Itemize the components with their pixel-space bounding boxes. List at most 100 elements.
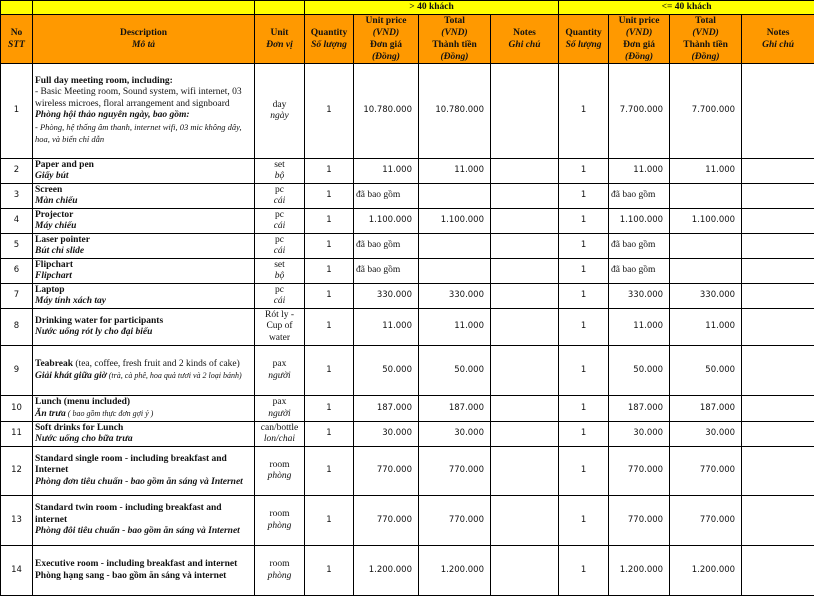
unit-en: pax [272, 359, 287, 369]
row-number: 3 [0, 183, 33, 209]
row-number: 14 [0, 545, 33, 596]
quantity-le40: 1 [558, 258, 610, 284]
unit-price-gt40: 770.000 [353, 446, 419, 496]
quantity-gt40: 1 [304, 183, 354, 209]
header-total-gt40-line: (Đồng) [440, 52, 469, 62]
unit-price-le40: 770.000 [608, 446, 671, 496]
total-gt40: 11.000 [418, 158, 491, 184]
header-notes-le40-line: Notes [766, 28, 790, 38]
total-gt40 [418, 258, 491, 284]
total-le40: 1.100.000 [669, 208, 743, 234]
description-en: Flipchart [35, 259, 73, 270]
total-le40: 7.700.000 [669, 63, 743, 159]
unit-vi: ngày [270, 111, 289, 121]
unit-price-le40: 30.000 [608, 421, 671, 447]
table-row: 3 Screen Màn chiếu pc cái 1 đã bao gồm 1 đã bao … [0, 183, 814, 209]
row-description: Standard twin room - including breakfast… [32, 495, 255, 546]
header-total-gt40-line: Thành tiền [432, 40, 477, 50]
unit-price-gt40: 10.780.000 [353, 63, 419, 159]
unit-vi: bộ [274, 171, 285, 181]
row-number: 10 [0, 395, 33, 422]
notes-gt40 [489, 308, 560, 346]
description-en: Executive room - including breakfast and… [35, 559, 238, 569]
table-row: 10 Lunch (menu included) Ăn trưa ( bao gồm… [0, 395, 814, 422]
unit-price-le40: 11.000 [608, 158, 671, 184]
unit-price-gt40: 1.100.000 [353, 208, 419, 234]
unit-price-le40: 50.000 [608, 345, 671, 396]
header-quantity-gt40-line: Số lượng [311, 40, 347, 50]
quantity-le40: 1 [558, 395, 610, 422]
description-vi: Màn chiếu [35, 196, 78, 206]
notes-le40 [741, 233, 814, 259]
header-total-le40-line: Thành tiền [683, 40, 728, 50]
header-unit-price-le40-line: Unit price [618, 16, 660, 26]
description-vi: Phòng hạng sang - bao gồm ăn sáng và int… [35, 570, 227, 581]
header-notes-gt40-line: Ghi chú [508, 40, 541, 50]
quantity-gt40: 1 [304, 158, 354, 184]
header-no: No STT [0, 14, 33, 64]
row-number: 1 [0, 63, 33, 159]
quantity-le40: 1 [558, 158, 610, 184]
description-vi: Nước uống rót ly cho đại biểu [35, 327, 153, 337]
header-unit-price-gt40-line: Unit price [365, 16, 407, 26]
group-le40: <= 40 khách [558, 0, 814, 15]
unit-vi: phòng [267, 471, 292, 481]
unit-en: pc [275, 284, 284, 295]
header-total-le40-line: (Đồng) [691, 52, 720, 62]
description-vi: Nước uống cho bữa trưa [35, 434, 133, 444]
unit-vi: cái [273, 246, 286, 256]
description-en-detail: (tea, coffee, fresh fruit and 2 kinds of… [73, 358, 240, 369]
row-number: 13 [0, 495, 33, 546]
header-notes-gt40: Notes Ghi chú [489, 14, 560, 64]
total-gt40: 1.200.000 [418, 545, 491, 596]
row-unit: pc cái [254, 233, 305, 259]
header-unit: Unit Đơn vị [254, 14, 305, 64]
quantity-gt40: 1 [304, 63, 354, 159]
unit-vi: bộ [274, 271, 285, 281]
description-vi: Giải khát giữa giờ [35, 371, 107, 381]
quantity-le40: 1 [558, 308, 610, 346]
row-description: Teabreak (tea, coffee, fresh fruit and 2… [32, 345, 255, 396]
row-number: 9 [0, 345, 33, 396]
unit-en: Rót ly - Cup of water [264, 309, 295, 343]
group-header-row: > 40 khách <= 40 khách [0, 0, 814, 15]
row-unit: pc cái [254, 183, 305, 209]
total-le40: 30.000 [669, 421, 743, 447]
group-gt40: > 40 khách [303, 0, 560, 15]
notes-gt40 [489, 63, 560, 159]
column-header-row: No STT Description Mô tả Unit Đơn vị Quantity S… [0, 14, 814, 64]
description-en: Standard twin room - including breakfast… [35, 503, 222, 525]
header-no-line: STT [8, 40, 25, 50]
total-gt40: 770.000 [418, 495, 491, 546]
notes-gt40 [489, 258, 560, 284]
notes-le40 [741, 283, 814, 309]
table-row: 2 Paper and pen Giấy bút set bộ 1 11.000 11.000… [0, 158, 814, 184]
description-en: Projector [35, 209, 74, 220]
total-gt40: 1.100.000 [418, 208, 491, 234]
quantity-gt40: 1 [304, 208, 354, 234]
unit-en: room [269, 509, 290, 519]
header-unit-price-gt40: Unit price (VND) Đơn giá (Đồng) [353, 14, 419, 64]
total-le40: 11.000 [669, 158, 743, 184]
unit-vi: cái [273, 196, 286, 206]
quantity-le40: 1 [558, 283, 610, 309]
unit-price-gt40: đã bao gồm [353, 183, 419, 209]
unit-price-gt40: 11.000 [353, 158, 419, 184]
notes-gt40 [489, 545, 560, 596]
unit-vi: lon/chai [263, 434, 296, 444]
unit-price-le40: đã bao gồm [608, 183, 671, 209]
description-en: Drinking water for participants [35, 315, 164, 326]
unit-price-le40: 330.000 [608, 283, 671, 309]
unit-price-gt40: 11.000 [353, 308, 419, 346]
header-quantity-gt40: Quantity Số lượng [304, 14, 354, 64]
header-unit-price-gt40-line: (VND) [372, 28, 400, 38]
header-notes-gt40-line: Notes [513, 28, 536, 38]
row-description: Paper and pen Giấy bút [32, 158, 255, 184]
quantity-le40: 1 [558, 233, 610, 259]
row-unit: can/bottle lon/chai [254, 421, 305, 447]
header-unit-price-le40-line: (VND) [625, 28, 653, 38]
row-description: Laser pointer Bút chỉ slide [32, 233, 255, 259]
quantity-gt40: 1 [304, 495, 354, 546]
unit-price-gt40: 330.000 [353, 283, 419, 309]
